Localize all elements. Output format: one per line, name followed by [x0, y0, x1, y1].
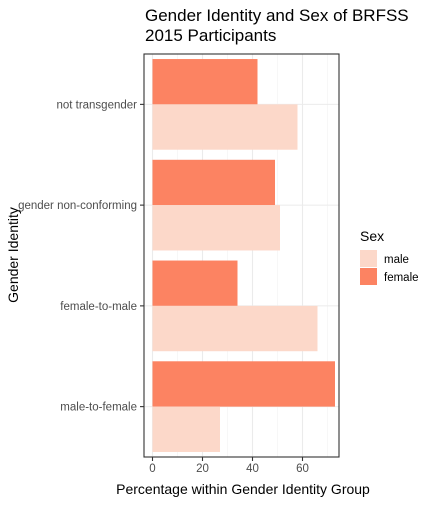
chart-title-line: 2015 Participants — [145, 26, 276, 45]
y-tick-label: male-to-female — [60, 402, 137, 414]
legend-key-male — [360, 250, 377, 267]
y-axis-label: Gender Identity — [5, 207, 21, 303]
bars — [143, 53, 340, 458]
bar-male — [152, 104, 298, 150]
bar-female — [152, 260, 238, 306]
legend-label-male: male — [384, 254, 409, 266]
chart-title-line: Gender Identity and Sex of BRFSS — [145, 6, 409, 25]
y-tick-label: gender non-conforming — [18, 200, 137, 212]
legend: Sex male female — [360, 228, 419, 285]
x-tick-label: 60 — [296, 463, 309, 475]
y-tick-label: female-to-male — [60, 301, 137, 313]
bar-female — [152, 59, 258, 105]
axes: 0 20 40 60 not transgender gender non-conform… — [18, 99, 309, 475]
panel-border — [143, 53, 340, 458]
y-tick-label: not transgender — [56, 99, 137, 111]
x-axis-label: Percentage within Gender Identity Group — [116, 481, 370, 497]
legend-key-female — [360, 268, 377, 285]
bar-female — [152, 361, 335, 407]
x-tick-label: 40 — [246, 463, 259, 475]
bar-female — [152, 159, 275, 206]
x-tick-label: 0 — [149, 463, 155, 475]
x-tick-label: 20 — [196, 463, 209, 475]
bar-male — [152, 305, 318, 352]
bar-male — [152, 205, 280, 251]
legend-title: Sex — [360, 228, 384, 244]
bar-male — [152, 406, 220, 452]
legend-label-female: female — [384, 272, 419, 284]
